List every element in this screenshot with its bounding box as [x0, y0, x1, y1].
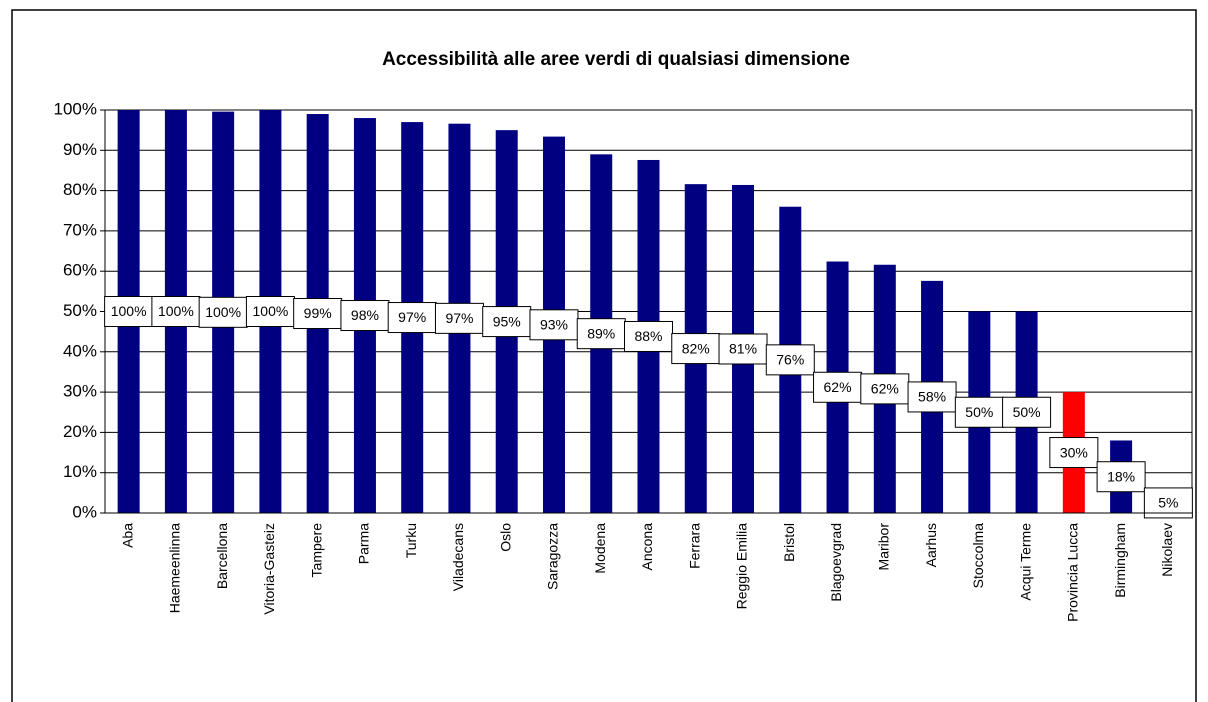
data-label: 100%	[111, 303, 147, 319]
data-label: 76%	[776, 352, 804, 368]
x-tick-label: Nikolaev	[1159, 523, 1175, 577]
x-tick-label: Viladecans	[450, 523, 466, 591]
data-label-box	[293, 298, 343, 330]
data-label-box	[860, 373, 910, 405]
x-tick-label: Parma	[356, 523, 372, 564]
data-label-box	[340, 300, 390, 332]
data-label: 81%	[729, 341, 757, 357]
data-label: 98%	[351, 307, 379, 323]
data-label-box	[434, 302, 484, 334]
x-tick-label: Barcellona	[214, 523, 230, 589]
data-label-box	[198, 296, 248, 328]
data-label: 89%	[587, 325, 615, 341]
y-tick-label: 50%	[63, 301, 97, 320]
data-label: 99%	[304, 305, 332, 321]
x-tick-label: Bristol	[781, 523, 797, 562]
x-tick-label: Vitoria-Gasteiz	[261, 523, 277, 615]
y-tick-label: 10%	[63, 462, 97, 481]
x-tick-label: Stoccolma	[970, 523, 986, 589]
y-tick-label: 70%	[63, 220, 97, 239]
data-label: 97%	[398, 309, 426, 325]
x-tick-label: Provincia Lucca	[1065, 523, 1081, 622]
x-tick-label: Ferrara	[686, 523, 702, 569]
y-tick-label: 40%	[63, 341, 97, 360]
y-tick-label: 30%	[63, 382, 97, 401]
x-tick-label: Acqui Terme	[1017, 523, 1033, 601]
data-label-box	[671, 333, 721, 365]
x-tick-label: Ancona	[639, 523, 655, 571]
data-label-box	[718, 333, 768, 365]
x-tick-label: Aarhus	[923, 523, 939, 567]
x-tick-label: Saragozza	[545, 523, 561, 590]
x-tick-label: Turku	[403, 523, 419, 558]
data-label: 58%	[918, 389, 946, 405]
data-label: 82%	[682, 340, 710, 356]
chart-title: Accessibilità alle aree verdi di qualsia…	[382, 49, 850, 70]
data-label-box	[765, 344, 815, 376]
data-label: 5%	[1158, 495, 1178, 511]
data-label-box	[1002, 396, 1052, 428]
data-label: 95%	[493, 313, 521, 329]
data-label-box	[576, 318, 626, 350]
y-tick-label: 60%	[63, 261, 97, 280]
data-label: 93%	[540, 317, 568, 333]
x-tick-label: Tampere	[308, 523, 324, 578]
data-label-box	[1049, 437, 1099, 469]
y-tick-label: 0%	[72, 502, 97, 521]
data-label: 100%	[253, 303, 289, 319]
data-label-box	[104, 296, 154, 327]
data-label-box	[813, 371, 863, 403]
data-label-box	[245, 296, 295, 327]
y-tick-label: 100%	[54, 99, 97, 118]
x-tick-label: Oslo	[497, 523, 513, 552]
data-label: 62%	[824, 379, 852, 395]
data-label: 50%	[965, 404, 993, 420]
data-label-box	[907, 381, 957, 413]
data-label: 62%	[871, 381, 899, 397]
x-tick-label: Blagoevgrad	[828, 523, 844, 602]
data-label: 88%	[634, 328, 662, 344]
data-label-box	[954, 396, 1004, 428]
data-label-box	[482, 306, 532, 338]
x-tick-label: Reggio Emilia	[734, 523, 750, 610]
y-tick-label: 90%	[63, 140, 97, 159]
data-label-box	[151, 296, 201, 327]
y-tick-label: 20%	[63, 422, 97, 441]
data-label-box	[1096, 461, 1146, 493]
x-tick-label: Aba	[119, 523, 135, 548]
data-label: 50%	[1013, 404, 1041, 420]
x-tick-label: Haemeenlinna	[167, 523, 183, 613]
y-tick-label: 80%	[63, 180, 97, 199]
data-label-box	[624, 320, 673, 352]
data-label: 30%	[1060, 444, 1088, 460]
data-label: 100%	[158, 303, 194, 319]
data-label: 100%	[205, 304, 241, 320]
x-tick-label: Birmingham	[1112, 523, 1128, 598]
data-label-box	[529, 309, 579, 341]
data-label: 18%	[1107, 468, 1135, 484]
x-tick-label: Modena	[592, 523, 608, 574]
data-label: 97%	[445, 310, 473, 326]
x-tick-label: Maribor	[876, 523, 892, 571]
